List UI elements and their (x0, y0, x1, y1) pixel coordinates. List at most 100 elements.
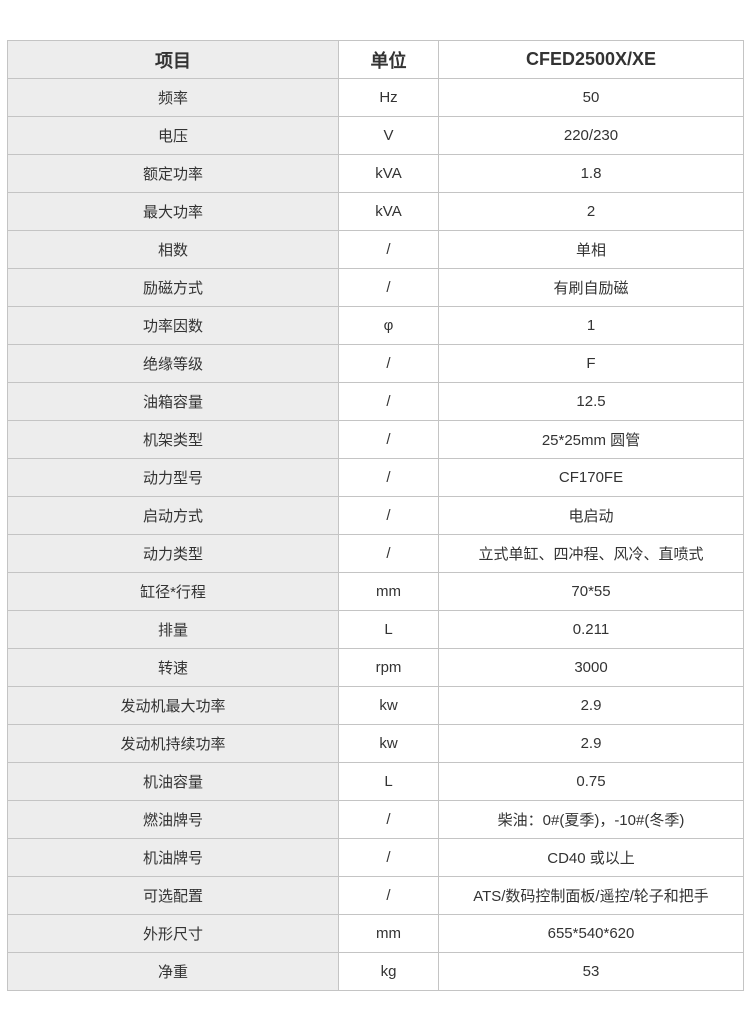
spec-name-cell: 可选配置 (7, 876, 339, 915)
column-header-unit: 单位 (338, 40, 439, 79)
spec-name-cell: 电压 (7, 116, 339, 155)
spec-name-cell: 缸径*行程 (7, 572, 339, 611)
spec-value-cell: 0.211 (438, 610, 744, 649)
spec-value-cell: 53 (438, 952, 744, 991)
spec-value-cell: 电启动 (438, 496, 744, 535)
spec-name-cell: 最大功率 (7, 192, 339, 231)
spec-value-cell: 0.75 (438, 762, 744, 801)
spec-name-cell: 绝缘等级 (7, 344, 339, 383)
spec-unit-cell: / (338, 344, 439, 383)
spec-unit-cell: / (338, 382, 439, 421)
table-row: 频率 Hz 50 (7, 78, 744, 117)
spec-name-cell: 转速 (7, 648, 339, 687)
table-row: 缸径*行程 mm 70*55 (7, 572, 744, 611)
spec-unit-cell: kw (338, 724, 439, 763)
spec-name-cell: 相数 (7, 230, 339, 269)
spec-value-cell: 220/230 (438, 116, 744, 155)
table-row: 励磁方式 / 有刷自励磁 (7, 268, 744, 307)
table-row: 动力型号 / CF170FE (7, 458, 744, 497)
spec-unit-cell: / (338, 268, 439, 307)
spec-unit-cell: kVA (338, 154, 439, 193)
table-row: 油箱容量/12.5 (7, 382, 744, 421)
spec-name-cell: 外形尺寸 (7, 914, 339, 953)
spec-value-cell: 2.9 (438, 724, 744, 763)
spec-unit-cell: kw (338, 686, 439, 725)
spec-value-cell: 50 (438, 78, 744, 117)
spec-value-cell: 12.5 (438, 382, 744, 421)
spec-unit-cell: / (338, 800, 439, 839)
spec-unit-cell: / (338, 876, 439, 915)
spec-value-cell: F (438, 344, 744, 383)
spec-value-cell: 单相 (438, 230, 744, 269)
spec-value-cell: ATS/数码控制面板/遥控/轮子和把手 (438, 876, 744, 915)
table-row: 绝缘等级 / F (7, 344, 744, 383)
spec-unit-cell: / (338, 838, 439, 877)
spec-unit-cell: / (338, 458, 439, 497)
spec-name-cell: 功率因数 (7, 306, 339, 345)
spec-value-cell: 2.9 (438, 686, 744, 725)
spec-name-cell: 启动方式 (7, 496, 339, 535)
spec-name-cell: 额定功率 (7, 154, 339, 193)
spec-value-cell: CF170FE (438, 458, 744, 497)
column-header-item: 项目 (7, 40, 339, 79)
spec-value-cell: 柴油：0#(夏季)，-10#(冬季) (438, 800, 744, 839)
table-row: 动力类型 / 立式单缸、四冲程、风冷、直喷式 (7, 534, 744, 573)
table-row: 燃油牌号 / 柴油：0#(夏季)，-10#(冬季) (7, 800, 744, 839)
spec-table-body: 频率 Hz 50 电压 V 220/230 额定功率 kVA 1.8 最大功率 kVA 2 相数 / 单相励… (7, 78, 744, 991)
table-row: 额定功率 kVA 1.8 (7, 154, 744, 193)
table-row: 转速 rpm 3000 (7, 648, 744, 687)
spec-unit-cell: kVA (338, 192, 439, 231)
table-row: 最大功率 kVA 2 (7, 192, 744, 231)
spec-value-cell: 立式单缸、四冲程、风冷、直喷式 (438, 534, 744, 573)
spec-name-cell: 发动机持续功率 (7, 724, 339, 763)
table-row: 外形尺寸 mm 655*540*620 (7, 914, 744, 953)
spec-unit-cell: Hz (338, 78, 439, 117)
table-header-row: 项目 单位 CFED2500X/XE (7, 40, 744, 79)
spec-unit-cell: L (338, 610, 439, 649)
spec-value-cell: CD40 或以上 (438, 838, 744, 877)
table-row: 机油容量 L 0.75 (7, 762, 744, 801)
spec-value-cell: 2 (438, 192, 744, 231)
spec-value-cell: 25*25mm 圆管 (438, 420, 744, 459)
spec-name-cell: 机油容量 (7, 762, 339, 801)
spec-name-cell: 发动机最大功率 (7, 686, 339, 725)
spec-name-cell: 排量 (7, 610, 339, 649)
spec-name-cell: 油箱容量 (7, 382, 339, 421)
column-header-model: CFED2500X/XE (438, 40, 744, 79)
spec-name-cell: 机架类型 (7, 420, 339, 459)
spec-unit-cell: / (338, 534, 439, 573)
spec-unit-cell: / (338, 496, 439, 535)
table-row: 发动机持续功率 kw 2.9 (7, 724, 744, 763)
spec-value-cell: 1.8 (438, 154, 744, 193)
spec-value-cell: 655*540*620 (438, 914, 744, 953)
spec-value-cell: 3000 (438, 648, 744, 687)
table-row: 可选配置 / ATS/数码控制面板/遥控/轮子和把手 (7, 876, 744, 915)
spec-unit-cell: mm (338, 572, 439, 611)
spec-name-cell: 机油牌号 (7, 838, 339, 877)
spec-value-cell: 1 (438, 306, 744, 345)
spec-unit-cell: rpm (338, 648, 439, 687)
table-row: 排量 L 0.211 (7, 610, 744, 649)
table-row: 发动机最大功率 kw 2.9 (7, 686, 744, 725)
spec-name-cell: 频率 (7, 78, 339, 117)
spec-unit-cell: L (338, 762, 439, 801)
spec-unit-cell: V (338, 116, 439, 155)
spec-table-head: 项目 单位 CFED2500X/XE (7, 40, 744, 79)
table-row: 机架类型/25*25mm 圆管 (7, 420, 744, 459)
spec-name-cell: 动力型号 (7, 458, 339, 497)
table-row: 启动方式 / 电启动 (7, 496, 744, 535)
spec-unit-cell: φ (338, 306, 439, 345)
table-row: 电压 V 220/230 (7, 116, 744, 155)
spec-name-cell: 动力类型 (7, 534, 339, 573)
spec-value-cell: 有刷自励磁 (438, 268, 744, 307)
spec-unit-cell: kg (338, 952, 439, 991)
spec-value-cell: 70*55 (438, 572, 744, 611)
table-row: 相数 / 单相 (7, 230, 744, 269)
spec-name-cell: 净重 (7, 952, 339, 991)
spec-unit-cell: mm (338, 914, 439, 953)
spec-table: 项目 单位 CFED2500X/XE 频率 Hz 50 电压 V 220/230 额定功率 k… (7, 40, 744, 991)
table-row: 净重 kg 53 (7, 952, 744, 991)
spec-name-cell: 燃油牌号 (7, 800, 339, 839)
spec-name-cell: 励磁方式 (7, 268, 339, 307)
